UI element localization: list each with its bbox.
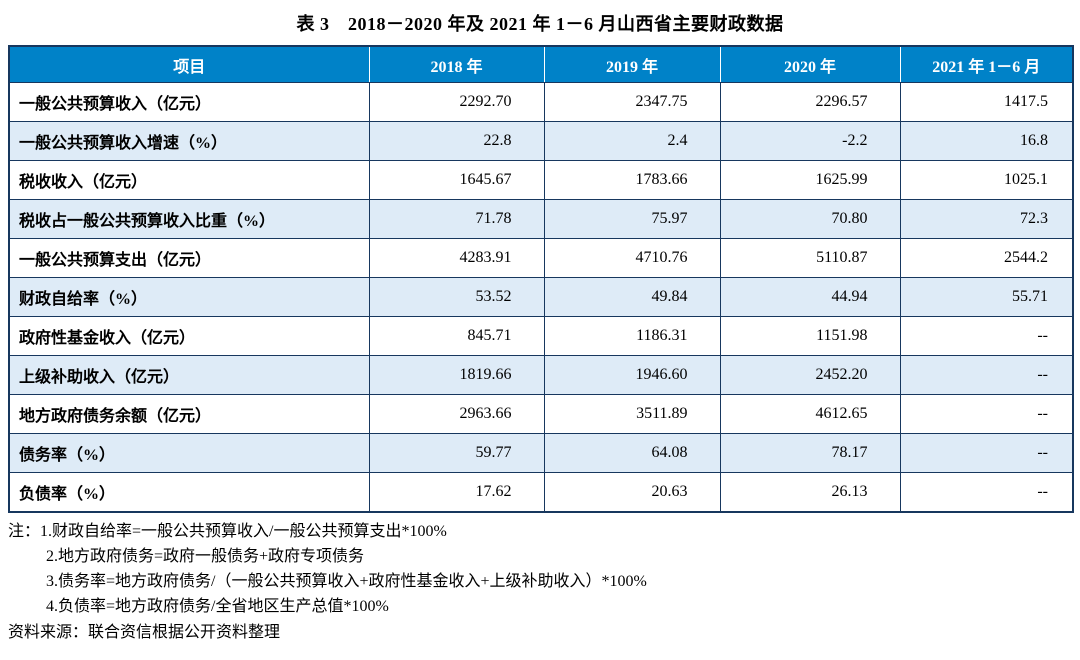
- cell-value: 2347.75: [543, 82, 721, 122]
- row-label: 一般公共预算支出（亿元）: [8, 238, 370, 278]
- row-label: 税收收入（亿元）: [8, 160, 370, 200]
- column-header-2018: 2018 年: [368, 45, 545, 83]
- note-line-3: 3.债务率=地方政府债务/（一般公共预算收入+政府性基金收入+上级补助收入）*1…: [46, 573, 647, 590]
- row-label: 上级补助收入（亿元）: [8, 355, 370, 395]
- table-row: 一般公共预算收入增速（%） 22.8 2.4 -2.2 16.8: [8, 121, 1074, 161]
- table-row: 税收收入（亿元） 1645.67 1783.66 1625.99 1025.1: [8, 160, 1074, 200]
- cell-value: 26.13: [719, 472, 901, 513]
- table-row: 税收占一般公共预算收入比重（%） 71.78 75.97 70.80 72.3: [8, 199, 1074, 239]
- cell-value: 72.3: [899, 199, 1074, 239]
- cell-value: 70.80: [719, 199, 901, 239]
- cell-value: 1946.60: [543, 355, 721, 395]
- cell-value: 5110.87: [719, 238, 901, 278]
- row-label: 财政自给率（%）: [8, 277, 370, 317]
- table-row: 财政自给率（%） 53.52 49.84 44.94 55.71: [8, 277, 1074, 317]
- cell-value: 2452.20: [719, 355, 901, 395]
- table-row: 负债率（%） 17.62 20.63 26.13 --: [8, 472, 1074, 513]
- row-label: 负债率（%）: [8, 472, 370, 513]
- cell-value: 2.4: [543, 121, 721, 161]
- row-label: 地方政府债务余额（亿元）: [8, 394, 370, 434]
- cell-value: 64.08: [543, 433, 721, 473]
- cell-value: 1625.99: [719, 160, 901, 200]
- table-row: 地方政府债务余额（亿元） 2963.66 3511.89 4612.65 --: [8, 394, 1074, 434]
- cell-value: --: [899, 433, 1074, 473]
- cell-value: 2963.66: [368, 394, 545, 434]
- cell-value: 44.94: [719, 277, 901, 317]
- table-row: 上级补助收入（亿元） 1819.66 1946.60 2452.20 --: [8, 355, 1074, 395]
- cell-value: 1151.98: [719, 316, 901, 356]
- cell-value: 1819.66: [368, 355, 545, 395]
- cell-value: 2296.57: [719, 82, 901, 122]
- cell-value: 2544.2: [899, 238, 1074, 278]
- cell-value: 4283.91: [368, 238, 545, 278]
- row-label: 政府性基金收入（亿元）: [8, 316, 370, 356]
- row-label: 一般公共预算收入（亿元）: [8, 82, 370, 122]
- column-header-item: 项目: [8, 45, 370, 83]
- cell-value: 17.62: [368, 472, 545, 513]
- cell-value: 1186.31: [543, 316, 721, 356]
- cell-value: 78.17: [719, 433, 901, 473]
- cell-value: 4612.65: [719, 394, 901, 434]
- cell-value: 55.71: [899, 277, 1074, 317]
- cell-value: 1783.66: [543, 160, 721, 200]
- cell-value: 845.71: [368, 316, 545, 356]
- cell-value: 1025.1: [899, 160, 1074, 200]
- cell-value: 49.84: [543, 277, 721, 317]
- column-header-2020: 2020 年: [719, 45, 901, 83]
- row-label: 债务率（%）: [8, 433, 370, 473]
- cell-value: 1645.67: [368, 160, 545, 200]
- table-row: 一般公共预算支出（亿元） 4283.91 4710.76 5110.87 254…: [8, 238, 1074, 278]
- table-notes: 注：1.财政自给率=一般公共预算收入/一般公共预算支出*100% 2.地方政府债…: [8, 519, 1072, 645]
- page-title: 表 3 2018－2020 年及 2021 年 1－6 月山西省主要财政数据: [296, 14, 784, 34]
- table-header-row: 项目 2018 年 2019 年 2020 年 2021 年 1－6 月: [8, 45, 1074, 83]
- cell-value: --: [899, 472, 1074, 513]
- column-header-2019: 2019 年: [543, 45, 721, 83]
- row-label: 税收占一般公共预算收入比重（%）: [8, 199, 370, 239]
- cell-value: 1417.5: [899, 82, 1074, 122]
- column-header-2021-h1: 2021 年 1－6 月: [899, 45, 1074, 83]
- source-line: 资料来源：联合资信根据公开资料整理: [8, 624, 281, 641]
- cell-value: 2292.70: [368, 82, 545, 122]
- note-line-4: 4.负债率=地方政府债务/全省地区生产总值*100%: [46, 598, 389, 615]
- table-row: 债务率（%） 59.77 64.08 78.17 --: [8, 433, 1074, 473]
- note-line-1: 注：1.财政自给率=一般公共预算收入/一般公共预算支出*100%: [8, 523, 447, 540]
- cell-value: --: [899, 394, 1074, 434]
- table-row: 政府性基金收入（亿元） 845.71 1186.31 1151.98 --: [8, 316, 1074, 356]
- cell-value: 22.8: [368, 121, 545, 161]
- cell-value: 59.77: [368, 433, 545, 473]
- cell-value: 20.63: [543, 472, 721, 513]
- cell-value: -2.2: [719, 121, 901, 161]
- document-page: 表 3 2018－2020 年及 2021 年 1－6 月山西省主要财政数据 项…: [8, 14, 1074, 645]
- table-row: 一般公共预算收入（亿元） 2292.70 2347.75 2296.57 141…: [8, 82, 1074, 122]
- cell-value: 75.97: [543, 199, 721, 239]
- fiscal-data-table: 项目 2018 年 2019 年 2020 年 2021 年 1－6 月 一般公…: [8, 45, 1074, 513]
- note-line-2: 2.地方政府债务=政府一般债务+政府专项债务: [46, 548, 365, 565]
- cell-value: --: [899, 316, 1074, 356]
- row-label: 一般公共预算收入增速（%）: [8, 121, 370, 161]
- cell-value: 3511.89: [543, 394, 721, 434]
- cell-value: 16.8: [899, 121, 1074, 161]
- cell-value: 71.78: [368, 199, 545, 239]
- cell-value: 53.52: [368, 277, 545, 317]
- cell-value: 4710.76: [543, 238, 721, 278]
- cell-value: --: [899, 355, 1074, 395]
